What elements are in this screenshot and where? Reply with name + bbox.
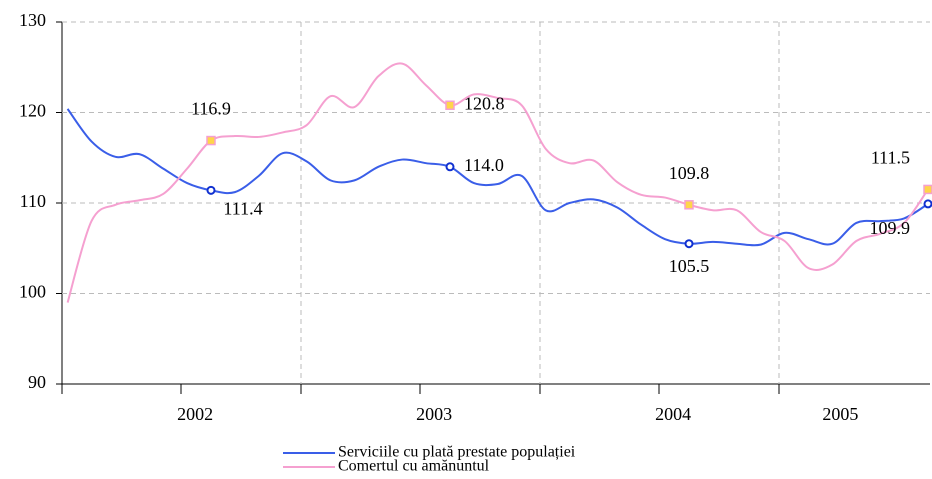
data-label: 111.4 — [223, 198, 262, 218]
y-tick-label: 120 — [19, 101, 46, 121]
x-axis-frame — [61, 22, 930, 394]
y-tick-label: 100 — [19, 282, 46, 302]
series-line — [66, 108, 929, 247]
y-tick-label: 110 — [20, 191, 46, 211]
x-tick-label: 2002 — [177, 404, 213, 424]
point-marker — [684, 200, 694, 210]
point-marker — [445, 162, 455, 172]
data-label: 105.5 — [669, 256, 710, 276]
y-tick-label: 130 — [19, 10, 46, 30]
point-marker — [206, 135, 216, 146]
x-tick-label: 2003 — [416, 404, 452, 424]
legend-label: Serviciile cu plată prestate populației — [338, 444, 576, 461]
data-label: 109.8 — [669, 163, 710, 183]
x-tick-label: 2004 — [655, 404, 691, 424]
point-marker — [923, 184, 932, 195]
y-tick-label: 90 — [28, 372, 46, 392]
data-label: 120.8 — [464, 93, 505, 113]
data-label: 116.9 — [191, 99, 231, 119]
point-marker — [684, 239, 694, 249]
data-label: 109.9 — [870, 218, 911, 238]
data-label: 114.0 — [464, 155, 504, 175]
data-label: 111.5 — [871, 148, 910, 168]
point-marker — [923, 199, 932, 209]
point-marker — [445, 100, 455, 111]
legend-label: Comertul cu amănuntul — [338, 458, 490, 475]
x-tick-label: 2005 — [822, 404, 858, 424]
point-marker — [206, 185, 216, 195]
